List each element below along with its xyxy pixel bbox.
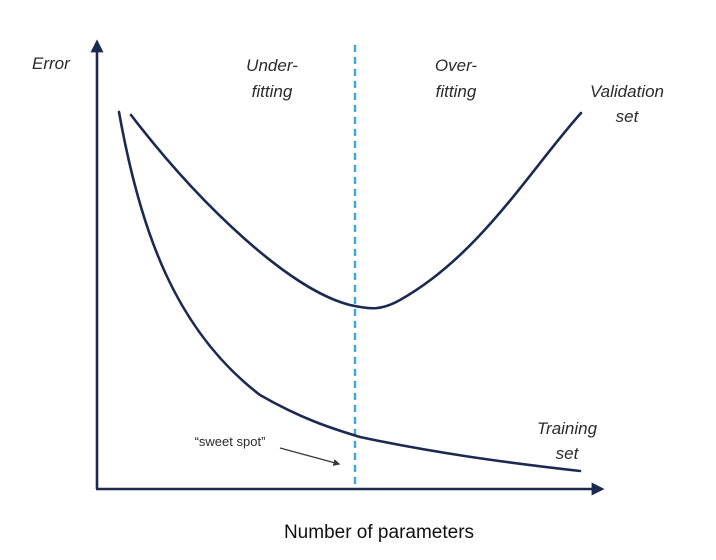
training-set-label-line1: Training [537,419,598,438]
underfitting-label-line2: fitting [252,82,293,101]
x-axis-label: Number of parameters [284,522,474,543]
training-set-label-line2: set [556,444,580,463]
validation-error-curve [129,111,583,310]
y-axis-label: Error [32,54,71,73]
underfitting-label-line1: Under- [246,56,298,75]
overfitting-label-line1: Over- [435,56,478,75]
overfitting-label-line2: fitting [436,82,477,101]
sweet-spot-label: “sweet spot” [195,434,266,449]
validation-set-label-line1: Validation [590,82,664,101]
validation-set-label-line2: set [616,107,640,126]
training-error-curve [117,110,582,473]
sweet-spot-pointer-arrow [279,447,341,466]
